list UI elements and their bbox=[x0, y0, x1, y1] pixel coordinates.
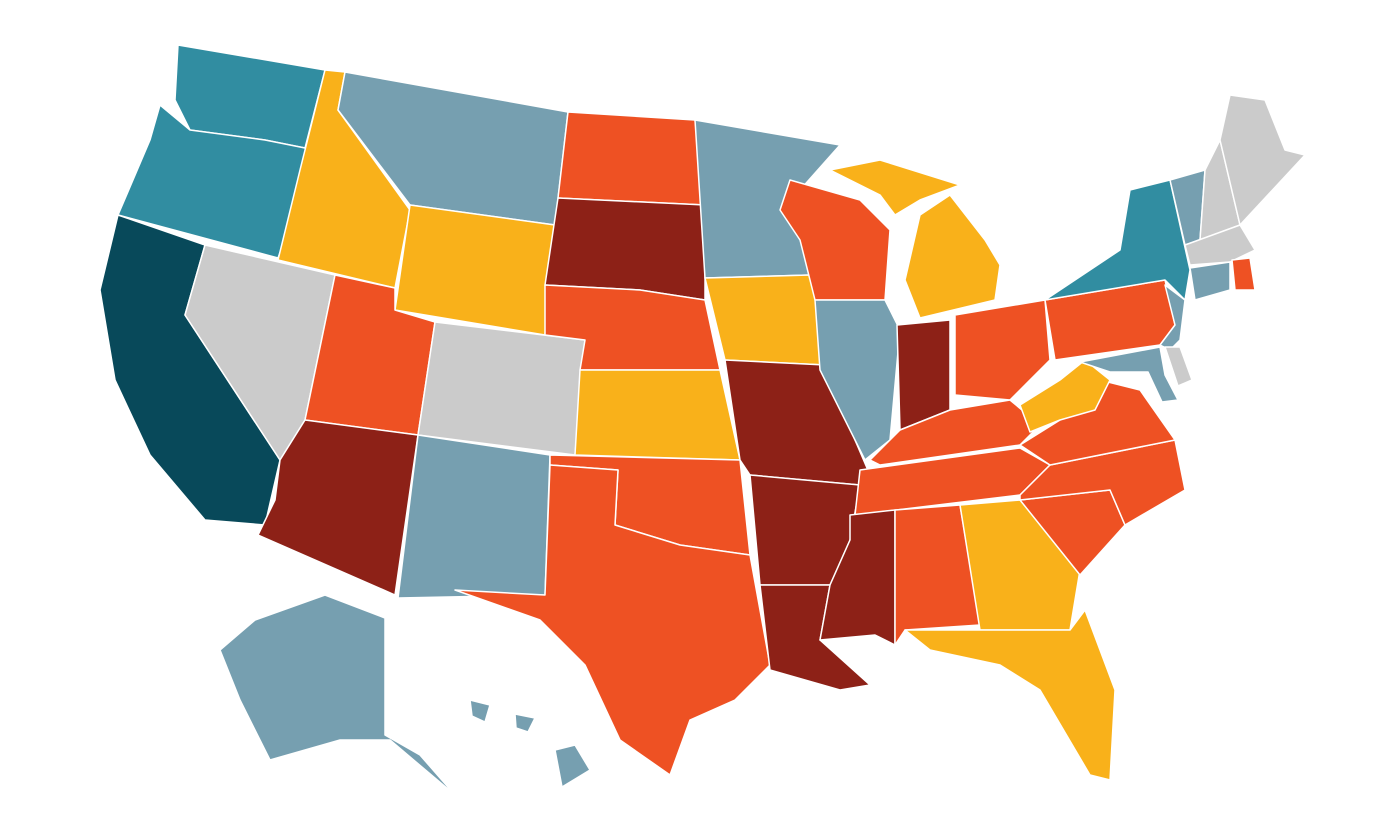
state bbox=[1231, 257, 1256, 291]
state bbox=[1164, 346, 1193, 387]
state bbox=[557, 111, 706, 206]
state bbox=[959, 499, 1081, 631]
state bbox=[544, 197, 706, 301]
state bbox=[1184, 224, 1256, 266]
state bbox=[394, 204, 556, 336]
state bbox=[454, 464, 771, 776]
state bbox=[904, 609, 1116, 781]
state bbox=[1079, 346, 1179, 403]
states bbox=[99, 44, 1306, 796]
state bbox=[954, 299, 1051, 401]
state bbox=[219, 594, 456, 796]
state bbox=[904, 194, 1001, 319]
state bbox=[1219, 94, 1306, 226]
state bbox=[1189, 261, 1231, 301]
state bbox=[514, 713, 536, 733]
state bbox=[554, 744, 591, 788]
state bbox=[397, 434, 551, 599]
state bbox=[574, 369, 741, 461]
state bbox=[1044, 179, 1191, 301]
state bbox=[417, 321, 586, 456]
state bbox=[1019, 359, 1111, 433]
state bbox=[894, 504, 981, 646]
state bbox=[469, 699, 491, 723]
state bbox=[829, 159, 961, 216]
